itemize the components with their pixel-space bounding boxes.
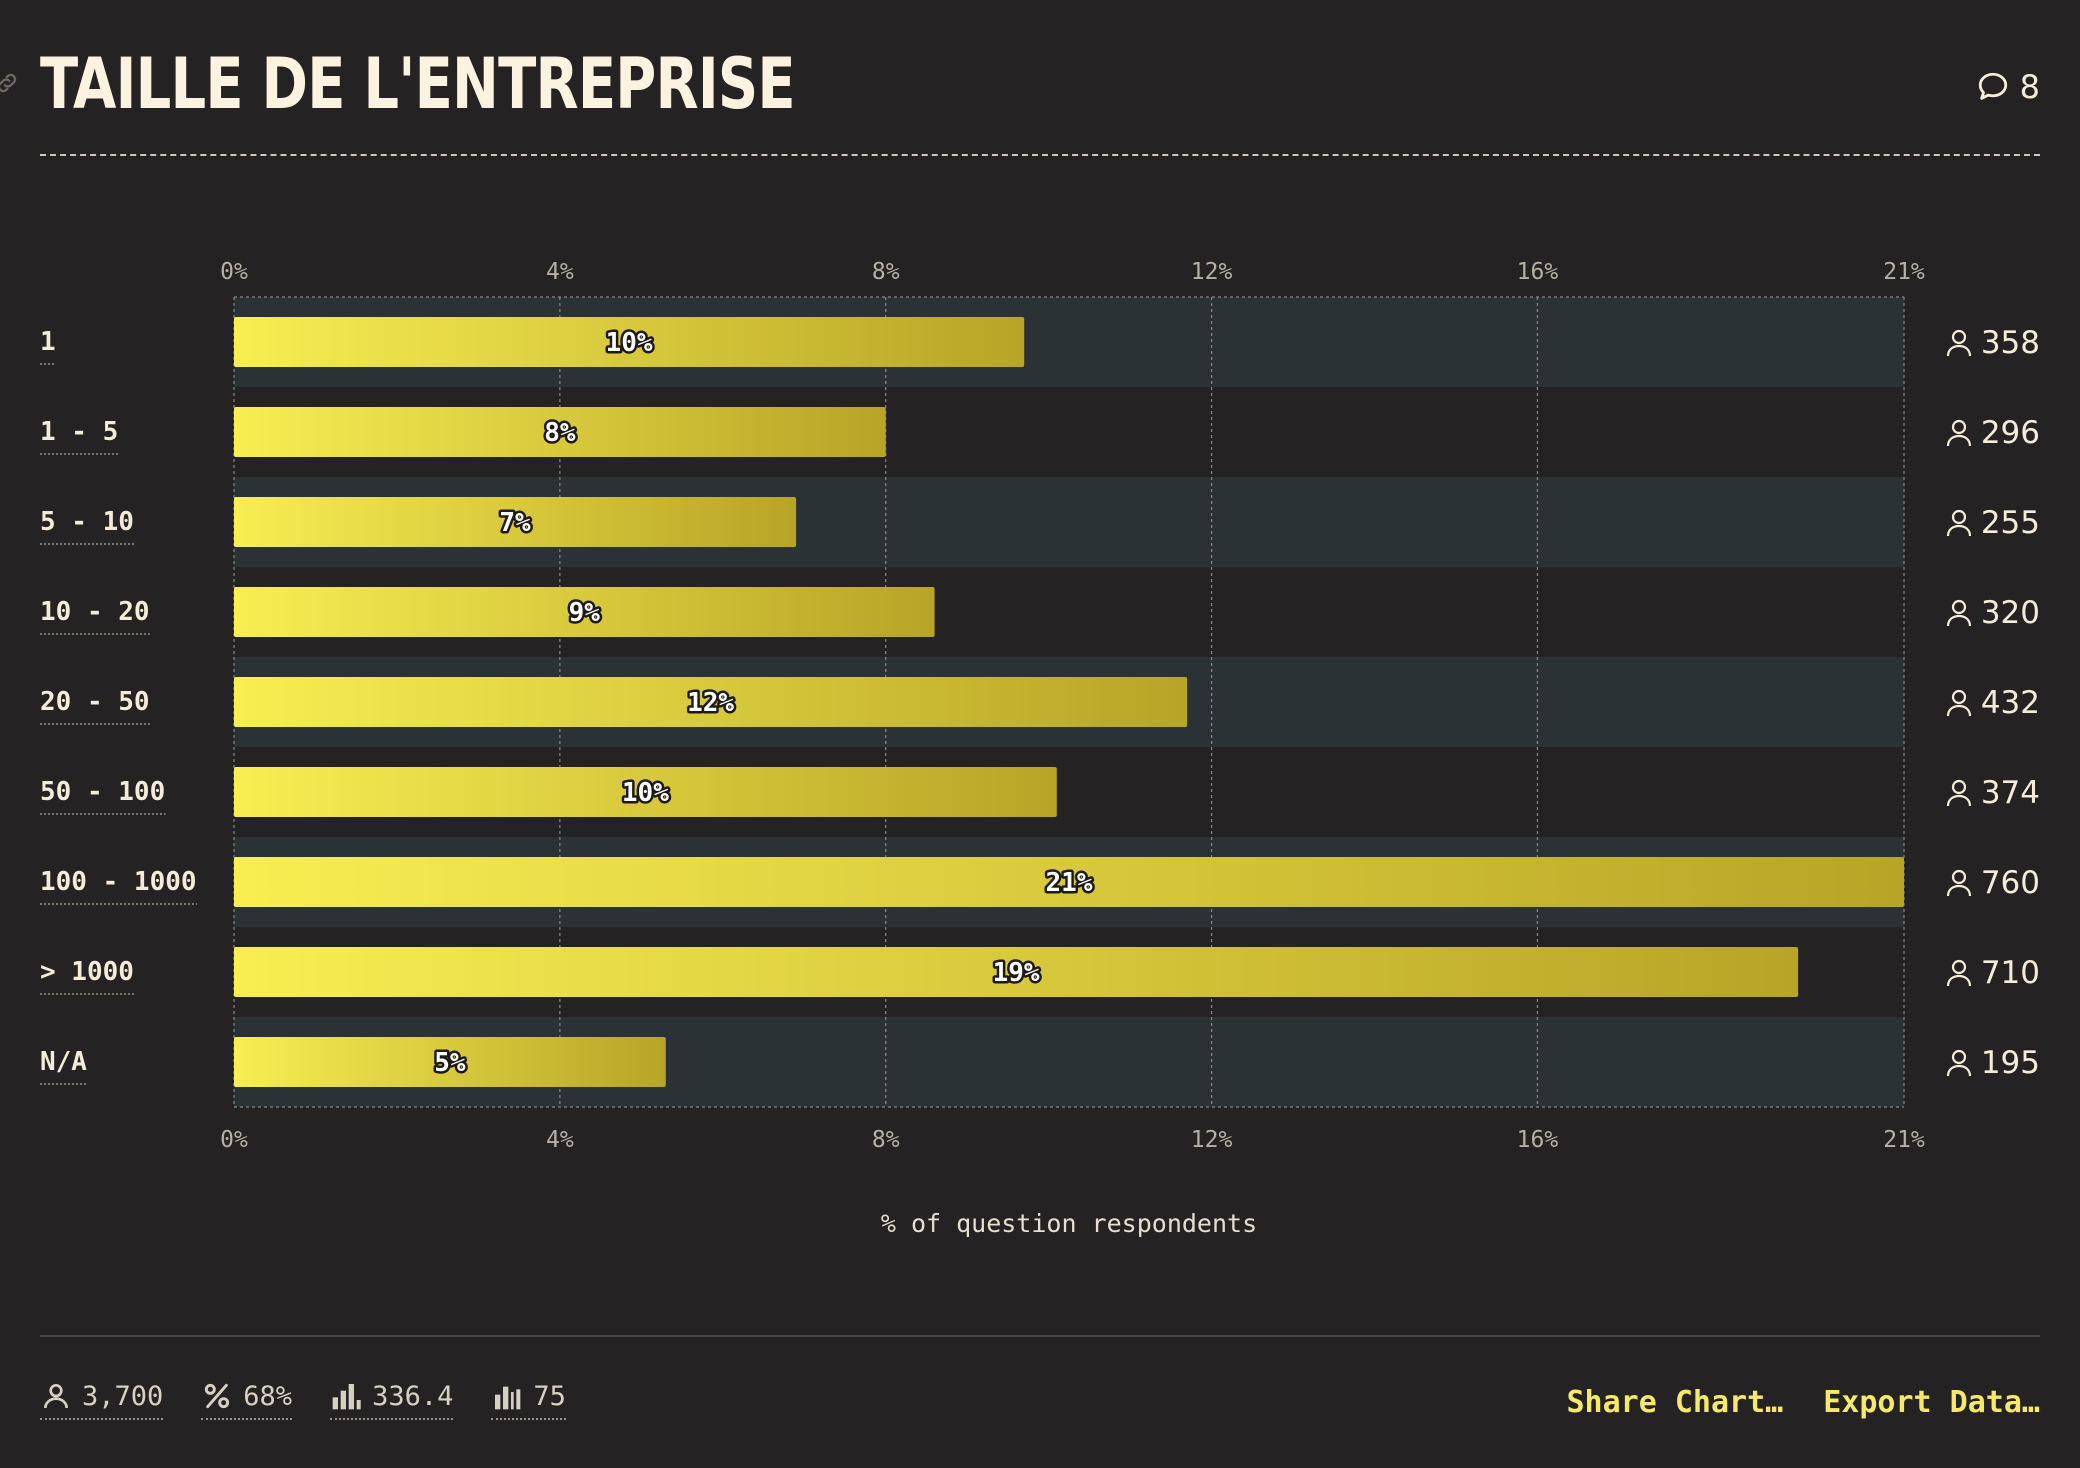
category-label: 10 - 20: [40, 597, 150, 627]
respondent-count: 710: [1981, 955, 2040, 991]
comments-button[interactable]: 8: [1976, 68, 2040, 106]
bar-value-label: 12%: [687, 688, 734, 718]
stat-respondents[interactable]: 3,700: [40, 1380, 164, 1420]
bar: [234, 767, 1057, 817]
x-tick-label: 12%: [1191, 1127, 1233, 1153]
respondent-count: 374: [1981, 775, 2040, 811]
chart-title: TAILLE DE L'ENTREPRISE: [40, 43, 796, 125]
bar: [234, 497, 797, 547]
bar: [234, 857, 1904, 907]
stat-count[interactable]: 75: [491, 1380, 566, 1420]
person-icon: [44, 1384, 68, 1409]
bar-value-label: 21%: [1046, 868, 1093, 898]
person-icon: [1946, 779, 1972, 807]
bar: [234, 587, 935, 637]
bar-value-label: 10%: [606, 328, 653, 358]
category-label: 1 - 5: [40, 417, 118, 447]
respondent-count: 255: [1981, 505, 2040, 541]
respondent-count: 296: [1981, 415, 2040, 451]
title-divider: [40, 154, 2040, 156]
export-data-button[interactable]: Export Data…: [1823, 1385, 2040, 1420]
stat-percent[interactable]: 68%: [201, 1380, 293, 1420]
x-tick-label: 16%: [1517, 1127, 1559, 1153]
x-tick-label: 21%: [1883, 259, 1925, 285]
bar: [234, 317, 1025, 367]
respondent-count: 432: [1981, 685, 2040, 721]
x-tick-label: 0%: [220, 1127, 248, 1153]
bar-value-label: 10%: [622, 778, 669, 808]
x-tick-label: 8%: [872, 1127, 900, 1153]
share-chart-button[interactable]: Share Chart…: [1566, 1385, 1784, 1420]
person-icon: [1946, 869, 1972, 897]
bar-value-label: 9%: [569, 598, 601, 628]
category-label: 50 - 100: [40, 777, 165, 807]
column-chart-icon: [495, 1386, 521, 1410]
category-label: 1: [40, 327, 56, 357]
bar: [234, 677, 1188, 727]
person-icon: [1946, 689, 1972, 717]
bar: [234, 407, 886, 457]
link-icon[interactable]: [0, 70, 20, 96]
category-label: N/A: [40, 1047, 87, 1077]
x-tick-label: 4%: [546, 259, 574, 285]
person-icon: [1946, 1049, 1972, 1077]
person-icon: [1946, 419, 1972, 447]
percent-icon: [205, 1383, 230, 1409]
x-tick-label: 16%: [1517, 259, 1559, 285]
footer-actions: Share Chart… Export Data…: [1567, 1385, 2041, 1420]
stat-value: 336.4: [372, 1380, 454, 1412]
category-label: > 1000: [40, 957, 134, 987]
category-label: 100 - 1000: [40, 867, 197, 897]
stat-value: 68%: [243, 1380, 293, 1412]
x-tick-label: 12%: [1191, 259, 1233, 285]
footer-stats: 3,700 68% 336.4 75: [40, 1380, 566, 1420]
stat-value: 75: [533, 1380, 566, 1412]
bar-value-label: 7%: [499, 508, 531, 538]
x-tick-label: 0%: [220, 259, 248, 285]
respondent-count: 195: [1981, 1045, 2040, 1081]
bar-chart: 0% 0% 4% 4% 8% 8% 12% 12% 16% 16% 21% 21% 10% 1 358 8%…: [40, 259, 2040, 1238]
bar-chart-icon: [332, 1384, 361, 1410]
person-icon: [1946, 599, 1972, 627]
respondent-count: 320: [1981, 595, 2040, 631]
person-icon: [1946, 509, 1972, 537]
category-label: 20 - 50: [40, 687, 150, 717]
person-icon: [1946, 959, 1972, 987]
x-tick-label: 21%: [1883, 1127, 1925, 1153]
footer-divider: [40, 1335, 2040, 1337]
comment-icon: [1978, 72, 2007, 100]
bar-value-label: 19%: [993, 958, 1040, 988]
bar: [234, 947, 1799, 997]
bar-value-label: 8%: [544, 418, 576, 448]
bar: [234, 1037, 666, 1087]
stat-value: 3,700: [82, 1380, 164, 1412]
x-tick-label: 8%: [872, 259, 900, 285]
category-label: 5 - 10: [40, 507, 134, 537]
bar-value-label: 5%: [434, 1048, 466, 1078]
respondent-count: 760: [1981, 865, 2040, 901]
stat-average[interactable]: 336.4: [330, 1380, 454, 1420]
comment-count: 8: [2019, 68, 2040, 106]
x-tick-label: 4%: [546, 1127, 574, 1153]
x-axis-title: % of question respondents: [881, 1209, 1257, 1238]
respondent-count: 358: [1981, 325, 2040, 361]
person-icon: [1946, 329, 1972, 357]
